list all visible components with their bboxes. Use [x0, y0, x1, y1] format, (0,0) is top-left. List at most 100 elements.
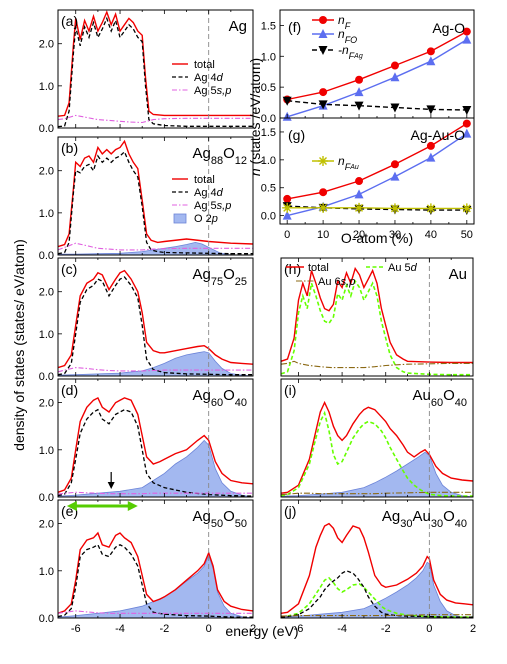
data-point-nFAu-g: [282, 202, 293, 213]
data-point-nFAg-f: [282, 96, 292, 106]
data-point-nF-g: [390, 160, 399, 169]
data-point-nFAu-g: [354, 202, 365, 213]
series-total-d: [58, 396, 253, 493]
frame-h: [280, 257, 474, 377]
legend-label-sp-b: Ag 5s,p: [194, 200, 231, 212]
y-tick-label-f: 1.5: [261, 20, 276, 32]
oatom-x-axis-label: O-atom (%): [341, 230, 413, 246]
x-tick-label-g: 30: [389, 229, 401, 241]
star-stroke: [426, 204, 435, 213]
y-tick-label-f: 0.0: [261, 113, 276, 125]
y-tick-label-g: 1.0: [261, 155, 276, 167]
y-tick-label-a: 0.0: [39, 123, 54, 135]
frame-j: [280, 499, 474, 619]
series-total-h: [281, 266, 473, 364]
legend-label-o2p-b: O 2p: [194, 213, 218, 225]
double-arrow-right-head: [127, 501, 138, 511]
star-stroke: [283, 203, 292, 212]
x-tick-label-j: 2: [470, 623, 476, 635]
data-point-nF-g: [426, 141, 435, 150]
data-point-nFO-f: [462, 34, 472, 44]
series-sp-d: [58, 491, 253, 495]
data-point-nFO-f: [426, 56, 436, 66]
data-point-nFAu-g: [461, 203, 472, 214]
data-point-nF-g: [355, 177, 364, 186]
panel-title-d: Ag60O40: [192, 387, 247, 409]
series-d5-j: [281, 576, 473, 618]
data-point-nFAu-g: [318, 202, 329, 213]
frame-b: [57, 136, 254, 256]
series-line-nFO-f: [286, 39, 468, 118]
series-line-nFAu-g: [287, 207, 467, 210]
curve-layer: [58, 10, 473, 618]
series-line-nFAg-f: [287, 100, 467, 111]
x-tick-label-j: -2: [381, 623, 391, 635]
y-tick-label-c: 0.0: [39, 371, 54, 383]
series-d-b: [58, 150, 253, 255]
legend-label-g: nFAu: [338, 154, 359, 172]
data-point-nFO-f: [390, 72, 400, 82]
y-tick-label-g: 0.5: [261, 183, 276, 195]
frame-d: [57, 378, 254, 498]
y-tick-label-b: 1.0: [39, 208, 54, 220]
x-tick-label-e: -6: [71, 623, 81, 635]
x-tick-label-e: -2: [159, 623, 169, 635]
legend-label-f: nFO: [338, 27, 357, 45]
star-stroke: [355, 203, 364, 212]
o2p-area-e: [58, 554, 253, 618]
series-line-nFAg-g: [287, 205, 467, 211]
panel-label-j: (j): [284, 503, 296, 519]
panel-title-h: Au: [449, 266, 467, 283]
frame-i: [280, 378, 474, 498]
y-tick-label-c: 1.0: [39, 329, 54, 341]
series-d-c: [58, 276, 253, 376]
x-tick-label-j: -4: [337, 623, 347, 635]
data-point-nFAg-f: [426, 105, 436, 115]
y-tick-label-f: 1.0: [261, 51, 276, 63]
series-line-nF-f: [287, 30, 468, 101]
x-tick-label-e: 2: [250, 623, 256, 635]
series-d-a: [58, 16, 253, 128]
o2p-area-j: [281, 561, 473, 618]
series-line-nF-g: [287, 123, 468, 200]
star-stroke: [390, 204, 399, 213]
panel-title-b: Ag88O12: [192, 145, 247, 167]
data-point-nFO-g: [426, 152, 436, 162]
y-tick-label-e: 2.0: [39, 519, 54, 531]
x-tick-label-j: -6: [294, 623, 304, 635]
panel-label-a: (a): [61, 13, 78, 29]
data-point-nFAg-f: [462, 105, 472, 115]
series-sp6-i: [281, 491, 473, 496]
series-total-a: [58, 10, 253, 117]
o2p-area-c: [58, 351, 253, 376]
series-sp-a: [58, 114, 253, 124]
star-stroke: [319, 203, 328, 212]
y-tick-label-b: 0.0: [39, 250, 54, 262]
y-tick-label-a: 2.0: [39, 39, 54, 51]
panel-title-a: Ag: [229, 18, 247, 35]
series-sp-e: [58, 610, 253, 614]
data-point-nF-g: [462, 119, 471, 128]
y-tick-label-g: 0.0: [261, 211, 276, 223]
panel-title-i: Au60O40: [412, 387, 467, 409]
legend-label-f: nF: [338, 13, 351, 31]
data-point-nFAg-f: [354, 101, 364, 111]
y-tick-label-d: 1.0: [39, 445, 54, 457]
series-d5-i: [281, 410, 473, 497]
legend-label-sp6-h: Au 6s,p: [318, 276, 355, 288]
data-point-nF-g: [283, 194, 292, 203]
x-tick-label-g: 20: [353, 229, 365, 241]
panel-label-c: (c): [61, 261, 77, 277]
data-point-nFO-g: [462, 128, 472, 138]
data-point-nF-f: [390, 61, 399, 70]
data-point-nF-f: [355, 75, 364, 84]
series-d-d: [58, 408, 253, 497]
data-point-nFO-g: [282, 210, 292, 220]
series-d-e: [58, 543, 253, 618]
panel-title-g: Ag-Au-O: [411, 127, 466, 143]
x-tick-label-j: 0: [426, 623, 432, 635]
panel-title-e: Ag50O50: [192, 508, 247, 530]
frame-e: [57, 499, 254, 619]
legend-label-d-b: Ag 4d: [194, 187, 224, 199]
